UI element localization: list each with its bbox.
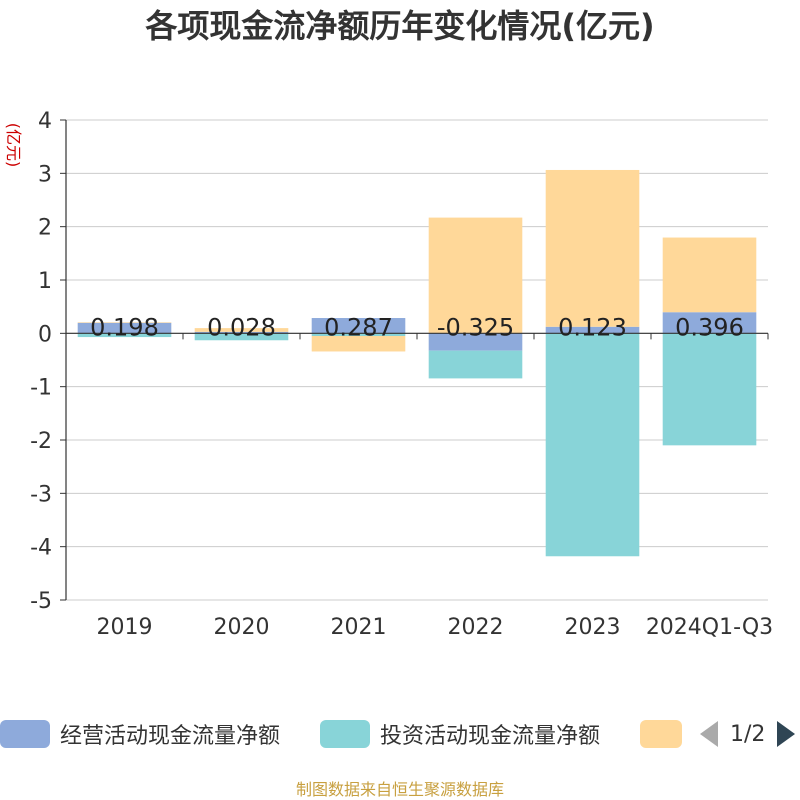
x-tick-label: 2023 bbox=[565, 615, 621, 640]
y-tick-label: -4 bbox=[30, 536, 52, 561]
y-tick-label: 4 bbox=[38, 109, 52, 134]
x-tick-label: 2020 bbox=[214, 615, 270, 640]
data-label: -0.325 bbox=[437, 313, 514, 341]
y-tick-label: 0 bbox=[38, 322, 52, 347]
bar-3-2024Q1-Q3[interactable] bbox=[662, 237, 757, 313]
y-tick-label: -5 bbox=[30, 589, 52, 614]
bar-1-2024Q1-Q3[interactable] bbox=[662, 312, 757, 334]
y-tick-label: 1 bbox=[38, 269, 52, 294]
x-tick-label: 2022 bbox=[448, 615, 504, 640]
legend-swatch-operating bbox=[0, 720, 50, 748]
bar-1-2019[interactable] bbox=[77, 322, 172, 334]
x-tick-label: 2021 bbox=[331, 615, 387, 640]
bar-2-2024Q1-Q3[interactable] bbox=[662, 333, 757, 446]
bar-1-2021[interactable] bbox=[311, 318, 406, 334]
legend-item-operating[interactable]: 经营活动现金流量净额 bbox=[0, 716, 280, 752]
x-tick-label: 2024Q1-Q3 bbox=[646, 615, 773, 640]
x-tick-label: 2019 bbox=[97, 615, 153, 640]
legend-item-investing[interactable]: 投资活动现金流量净额 bbox=[320, 716, 600, 752]
bar-1-2023[interactable] bbox=[545, 326, 640, 334]
data-label: 0.028 bbox=[207, 313, 276, 341]
legend-swatch-investing bbox=[320, 720, 370, 748]
legend-next-icon[interactable] bbox=[777, 721, 796, 747]
legend-item-third[interactable] bbox=[640, 716, 682, 752]
y-axis-label: (亿元) bbox=[4, 123, 23, 168]
bar-2-2020[interactable] bbox=[194, 333, 289, 341]
bar-3-2019[interactable] bbox=[77, 322, 172, 323]
bar-2-2022[interactable] bbox=[428, 350, 523, 379]
y-tick-label: -2 bbox=[30, 429, 52, 454]
legend: 经营活动现金流量净额 投资活动现金流量净额 1/2 bbox=[0, 716, 800, 752]
legend-pager: 1/2 bbox=[700, 716, 796, 752]
bar-3-2023[interactable] bbox=[545, 169, 640, 327]
legend-swatch-third bbox=[640, 720, 682, 748]
y-tick-label: 2 bbox=[38, 216, 52, 241]
bar-2-2021[interactable] bbox=[311, 333, 406, 336]
bar-2-2023[interactable] bbox=[545, 333, 640, 557]
data-label: 0.198 bbox=[90, 313, 159, 341]
legend-label-investing: 投资活动现金流量净额 bbox=[380, 724, 601, 749]
data-label: 0.396 bbox=[675, 313, 744, 341]
legend-page-indicator: 1/2 bbox=[730, 721, 766, 747]
data-label: 0.287 bbox=[324, 313, 393, 341]
legend-label-operating: 经营活动现金流量净额 bbox=[60, 724, 281, 749]
legend-prev-icon[interactable] bbox=[700, 721, 718, 747]
y-tick-label: -1 bbox=[30, 376, 52, 401]
y-tick-label: 3 bbox=[38, 162, 52, 187]
bar-1-2020[interactable] bbox=[194, 331, 289, 334]
bar-3-2021[interactable] bbox=[311, 336, 406, 352]
bar-2-2019[interactable] bbox=[77, 333, 172, 338]
chart-plot: (亿元) 4 3 2 1 0 -1 -2 -3 -4 -5 2019 2020 2021 2022 2023… bbox=[4, 109, 773, 640]
bar-3-2022[interactable] bbox=[428, 217, 523, 334]
source-note: 制图数据来自恒生聚源数据库 bbox=[295, 780, 504, 799]
data-label: 0.123 bbox=[558, 313, 627, 341]
chart-title: 各项现金流净额历年变化情况(亿元) bbox=[145, 7, 655, 45]
y-tick-label: -3 bbox=[30, 482, 52, 507]
bar-1-2022[interactable] bbox=[428, 333, 523, 351]
bar-3-2020[interactable] bbox=[194, 328, 289, 332]
